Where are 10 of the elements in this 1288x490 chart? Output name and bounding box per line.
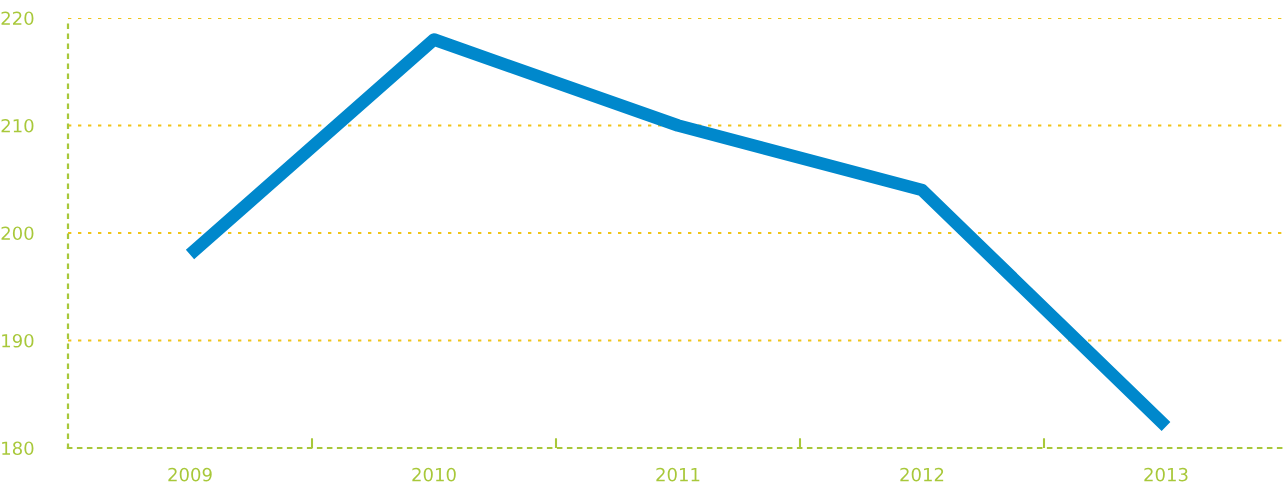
y-tick-label: 210 bbox=[1, 118, 34, 133]
x-tick-label: 2009 bbox=[168, 467, 212, 482]
y-tick-label: 190 bbox=[2, 333, 34, 348]
y-tick-label: 200 bbox=[1, 226, 34, 241]
y-tick-label: 180 bbox=[2, 441, 34, 456]
y-tick-label: 220 bbox=[1, 11, 34, 26]
x-tick-label: 2013 bbox=[1144, 467, 1188, 482]
x-tick-label: 2010 bbox=[412, 467, 456, 482]
x-tick-label: 2012 bbox=[900, 467, 944, 482]
x-tick-label: 2011 bbox=[656, 467, 700, 482]
